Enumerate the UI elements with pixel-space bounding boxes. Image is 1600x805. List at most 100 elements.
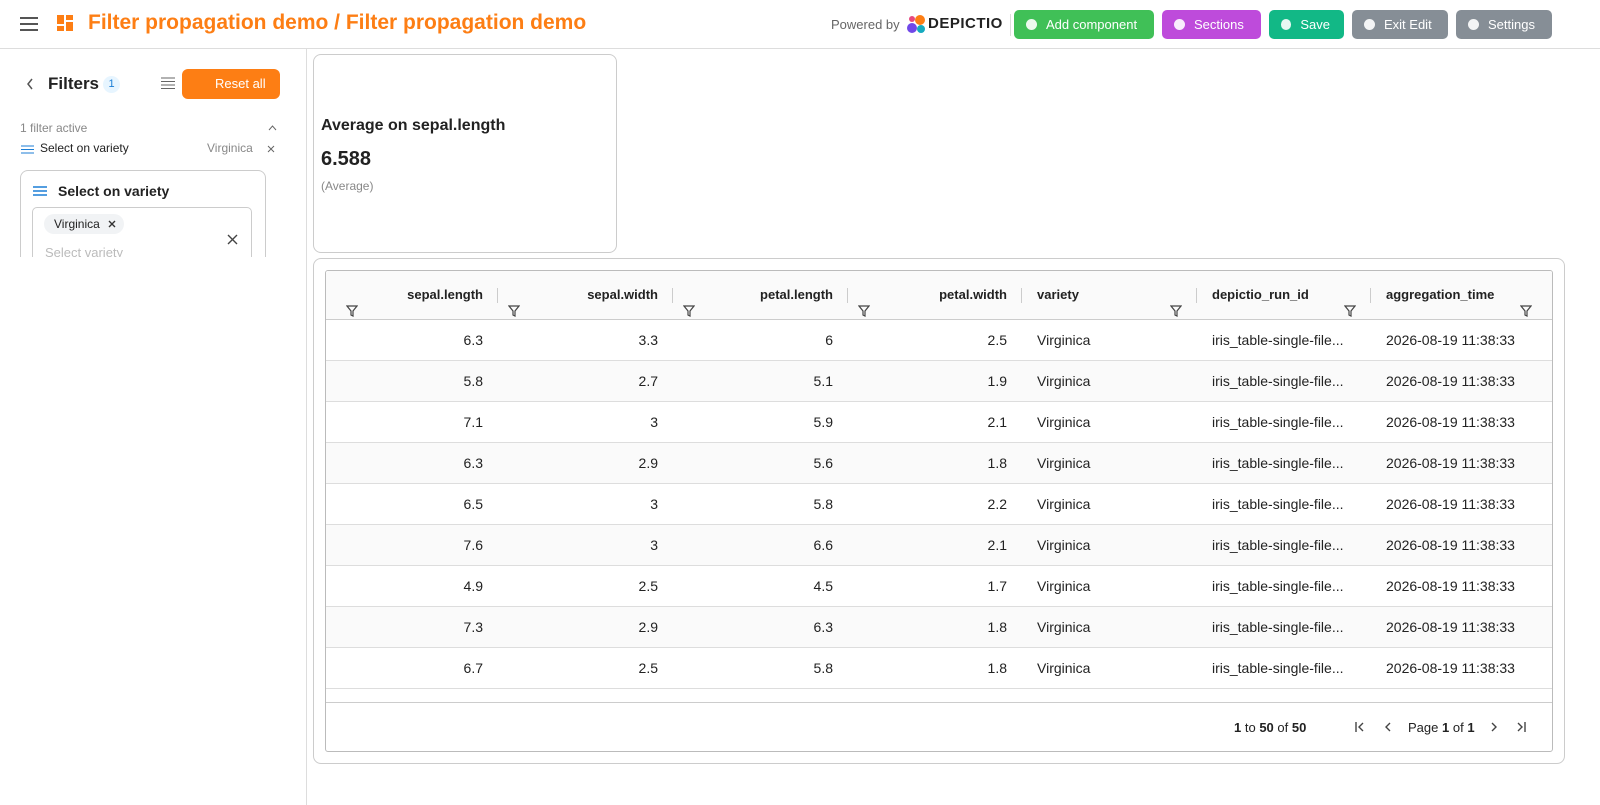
table-cell: iris_table-single-file... bbox=[1212, 455, 1344, 471]
table-cell: Virginica bbox=[1037, 414, 1091, 430]
page-of-word: of bbox=[1452, 720, 1464, 735]
table-cell: 7.1 bbox=[463, 414, 483, 430]
first-page[interactable] bbox=[1355, 722, 1366, 732]
column-header: sepal.length bbox=[336, 271, 498, 319]
table-cell: 2.1 bbox=[987, 414, 1007, 430]
table-cell: 6.3 bbox=[463, 332, 483, 348]
multiselect[interactable]: Virginica Select variety bbox=[32, 207, 252, 257]
table-row[interactable]: 6.7 2.5 5.8 1.8 Virginica iris_table-single-f… bbox=[326, 648, 1552, 689]
column-header: petal.length bbox=[673, 271, 848, 319]
table-cell: 5.8 bbox=[813, 496, 833, 512]
pagination: 1 to 50 of 50 Page 1 of 1 bbox=[326, 702, 1552, 751]
table-row[interactable]: 7.3 2.9 6.3 1.8 Virginica iris_table-single-f… bbox=[326, 607, 1552, 648]
column-filter[interactable] bbox=[507, 289, 521, 337]
button-icon bbox=[1364, 19, 1375, 30]
column-filter[interactable] bbox=[1343, 289, 1357, 337]
active-filter-value: Virginica bbox=[207, 141, 253, 155]
table-cell: iris_table-single-file... bbox=[1212, 373, 1344, 389]
column-filter[interactable] bbox=[682, 289, 696, 337]
menu-icon[interactable] bbox=[20, 16, 38, 32]
column-separator bbox=[1021, 288, 1022, 303]
button-label: Settings bbox=[1488, 17, 1535, 32]
column-header: petal.width bbox=[848, 271, 1022, 319]
filter-card: Select on variety Virginica Select varie… bbox=[20, 170, 266, 257]
table-cell: 4.5 bbox=[813, 578, 833, 594]
divider bbox=[1010, 14, 1011, 36]
placeholder: Select variety bbox=[45, 245, 124, 257]
column-separator bbox=[497, 288, 498, 303]
column-filter[interactable] bbox=[1169, 289, 1183, 337]
table-cell: 6.6 bbox=[813, 537, 833, 553]
header-button[interactable]: Save bbox=[1269, 10, 1344, 39]
table-cell: 2026-08-19 11:38:33 bbox=[1386, 455, 1515, 471]
page-total: 1 bbox=[1467, 720, 1475, 735]
table-cell: 2026-08-19 11:38:33 bbox=[1386, 373, 1515, 389]
column-name: variety bbox=[1037, 287, 1079, 302]
active-summary: 1 filter active bbox=[20, 121, 88, 135]
last-page[interactable] bbox=[1515, 722, 1526, 732]
table-cell: 2.5 bbox=[987, 332, 1007, 348]
table-cell: Virginica bbox=[1037, 455, 1091, 471]
column-separator bbox=[1196, 288, 1197, 303]
column-filter[interactable] bbox=[345, 289, 359, 337]
table-cell: 2.5 bbox=[638, 578, 658, 594]
list-icon[interactable] bbox=[161, 77, 175, 89]
brand-logo bbox=[907, 15, 925, 33]
table-cell: 1.8 bbox=[987, 455, 1007, 471]
reset-button[interactable]: Reset all bbox=[182, 69, 280, 99]
table-row[interactable]: 6.3 3.3 6 2.5 Virginica iris_table-single-fil… bbox=[326, 320, 1552, 361]
table-row[interactable]: 4.9 2.5 4.5 1.7 Virginica iris_table-single-f… bbox=[326, 566, 1552, 607]
table-cell: 3 bbox=[650, 496, 658, 512]
chevron-up[interactable] bbox=[268, 125, 277, 131]
clear-icon[interactable] bbox=[227, 234, 238, 245]
table-cell: iris_table-single-file... bbox=[1212, 619, 1344, 635]
collapse-icon[interactable] bbox=[26, 78, 34, 90]
table-row[interactable]: 7.6 3 6.6 2.1 Virginica iris_table-single-fil… bbox=[326, 525, 1552, 566]
header-button[interactable]: Exit Edit bbox=[1352, 10, 1448, 39]
button-label: Save bbox=[1300, 17, 1330, 32]
table-row[interactable]: 6.5 3 5.8 2.2 Virginica iris_table-single-fil… bbox=[326, 484, 1552, 525]
table-row[interactable]: 6.3 2.9 5.6 1.8 Virginica iris_table-single-f… bbox=[326, 443, 1552, 484]
grid-header: sepal.length sepal.width petal.length petal… bbox=[326, 271, 1552, 320]
table-cell: 3 bbox=[650, 414, 658, 430]
column-name: aggregation_time bbox=[1386, 287, 1495, 302]
column-header: sepal.width bbox=[498, 271, 673, 319]
next-page[interactable] bbox=[1490, 722, 1498, 732]
column-separator bbox=[1370, 288, 1371, 303]
column-filter[interactable] bbox=[857, 289, 871, 337]
metric-note: (Average) bbox=[321, 179, 374, 193]
button-icon bbox=[1174, 19, 1185, 30]
page-title: Filter propagation demo / Filter propaga… bbox=[88, 11, 587, 34]
range-to: 50 bbox=[1259, 720, 1274, 735]
table-cell: 1.8 bbox=[987, 660, 1007, 676]
page-number: 1 bbox=[1442, 720, 1450, 735]
chip-remove[interactable] bbox=[108, 220, 116, 228]
range-of-word: of bbox=[1277, 720, 1289, 735]
table-cell: 6.5 bbox=[463, 496, 483, 512]
metric-card: Average on sepal.length 6.588 (Average) bbox=[313, 54, 617, 253]
table-row[interactable]: 5.8 2.7 5.1 1.9 Virginica iris_table-single-f… bbox=[326, 361, 1552, 402]
header-button[interactable]: Add component bbox=[1014, 10, 1154, 39]
header-button[interactable]: Sections bbox=[1162, 10, 1261, 39]
filter-count: 1 bbox=[103, 76, 120, 93]
prev-page[interactable] bbox=[1384, 722, 1392, 732]
column-header: aggregation_time bbox=[1371, 271, 1547, 319]
table-cell: 1.8 bbox=[987, 619, 1007, 635]
column-filter[interactable] bbox=[1519, 289, 1533, 337]
active-filter-label: Select on variety bbox=[40, 141, 129, 155]
table-row[interactable]: 7.1 3 5.9 2.1 Virginica iris_table-single-fil… bbox=[326, 402, 1552, 443]
table-cell: 5.9 bbox=[813, 414, 833, 430]
table-cell: iris_table-single-file... bbox=[1212, 660, 1344, 676]
header-button[interactable]: Settings bbox=[1456, 10, 1552, 39]
filter-card-icon bbox=[33, 186, 47, 196]
table-cell: 2.9 bbox=[638, 619, 658, 635]
grid-body: 6.3 3.3 6 2.5 Virginica iris_table-single-fil… bbox=[326, 320, 1552, 702]
remove-filter[interactable] bbox=[267, 145, 275, 153]
table-cell: 3.3 bbox=[638, 332, 658, 348]
data-grid: sepal.length sepal.width petal.length petal… bbox=[325, 270, 1553, 752]
metric-value: 6.588 bbox=[321, 148, 372, 170]
page-indicator: Page 1 of 1 bbox=[1408, 703, 1475, 751]
range-from: 1 bbox=[1234, 720, 1242, 735]
table-cell: 2026-08-19 11:38:33 bbox=[1386, 332, 1515, 348]
